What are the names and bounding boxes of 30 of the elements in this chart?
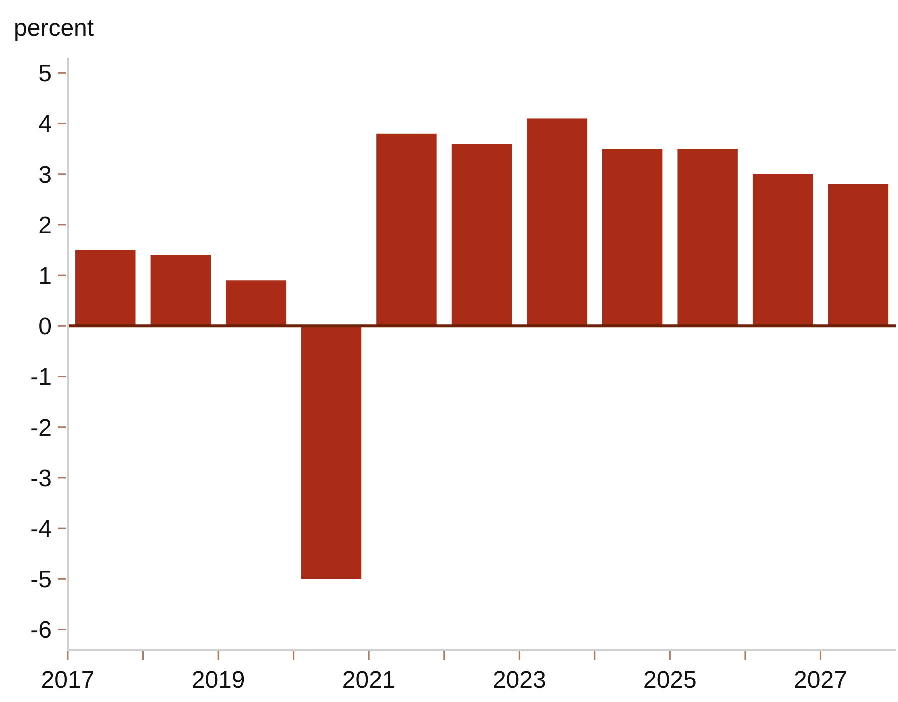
y-tick-label: 2 — [38, 212, 52, 240]
bar — [527, 118, 588, 326]
y-tick-label: 0 — [38, 314, 52, 341]
bar — [226, 280, 286, 326]
x-tick-label: 2019 — [192, 667, 246, 694]
x-tick-label: 2023 — [492, 667, 546, 694]
bar — [76, 250, 136, 326]
x-tick-label: 2027 — [794, 667, 848, 694]
bar — [301, 326, 362, 580]
y-tick-label: -6 — [30, 617, 52, 644]
bar — [452, 144, 512, 326]
y-tick-label: -1 — [30, 364, 52, 392]
bar — [376, 134, 437, 326]
x-tick-label: 2025 — [643, 667, 697, 694]
x-tick-label: 2021 — [342, 667, 396, 694]
y-tick-label: -4 — [30, 516, 52, 543]
x-tick-label: 2017 — [41, 667, 95, 694]
y-tick-label: 4 — [38, 111, 52, 138]
y-tick-label: 5 — [38, 60, 52, 88]
y-tick-label: -2 — [30, 414, 52, 442]
bar — [678, 149, 738, 326]
bar — [602, 149, 663, 326]
y-tick-label: 3 — [38, 162, 52, 189]
y-tick-label: -5 — [30, 566, 52, 594]
y-tick-label: 1 — [38, 262, 52, 290]
bar — [752, 174, 814, 326]
bar — [150, 255, 212, 326]
y-tick-label: -3 — [30, 465, 52, 492]
bar — [828, 184, 888, 326]
y-axis-title: percent — [14, 15, 94, 42]
